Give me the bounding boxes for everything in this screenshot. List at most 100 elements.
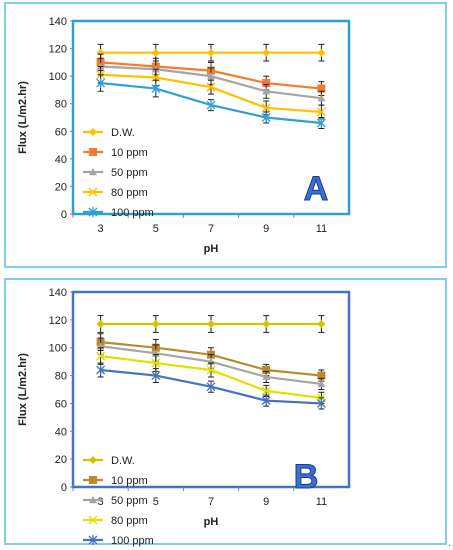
data-point: [262, 372, 271, 381]
legend-marker: [88, 515, 98, 525]
y-axis-title: Flux (L/m2.hr): [17, 353, 29, 426]
y-axis-title: Flux (L/m2.hr): [17, 81, 29, 154]
series-group: [96, 362, 326, 410]
y-tick-label: 0: [61, 482, 67, 494]
y-tick-label: 60: [55, 126, 67, 138]
y-tick-label: 0: [61, 209, 67, 221]
legend-label: D.W.: [111, 455, 135, 467]
y-tick-label: 40: [55, 426, 67, 438]
trailing-period: .: [448, 538, 451, 549]
y-tick-label: 20: [55, 181, 67, 193]
x-axis-title: pH: [204, 243, 219, 255]
x-tick-label: 9: [263, 223, 269, 235]
data-point: [262, 320, 271, 329]
legend-entry: D.W.: [83, 455, 135, 467]
legend-entry: 10 ppm: [83, 475, 148, 487]
data-point: [262, 79, 271, 88]
y-tick-label: 100: [49, 343, 67, 355]
legend-marker: [89, 148, 97, 156]
x-tick-label: 7: [208, 496, 214, 508]
y-tick-label: 100: [49, 71, 67, 83]
legend-label: 10 ppm: [111, 147, 148, 159]
data-point: [207, 72, 215, 80]
legend-marker: [88, 207, 98, 217]
data-point: [206, 381, 216, 392]
legend-marker: [89, 476, 97, 484]
data-point: [96, 320, 105, 329]
legend-label: 10 ppm: [111, 475, 148, 487]
data-point: [317, 371, 326, 380]
data-point: [316, 118, 326, 129]
legend-label: 80 ppm: [111, 187, 148, 199]
data-point: [207, 48, 215, 57]
data-point: [262, 48, 271, 57]
data-point: [262, 366, 271, 374]
legend-marker: [88, 187, 98, 197]
legend-entry: 80 ppm: [83, 515, 148, 527]
panel-letter: B: [294, 458, 319, 496]
data-point: [206, 365, 216, 375]
data-point: [206, 100, 216, 111]
legend-label: D.W.: [111, 127, 135, 139]
data-point: [151, 48, 160, 57]
data-point: [261, 395, 271, 406]
chart-panel-a: 0 20 40 60 80 100 120 140 3 5 7 9 11 pH Flux (L/m2.hr)…: [4, 2, 447, 268]
x-axis-title: pH: [204, 516, 219, 528]
legend-marker: [89, 168, 97, 176]
series-group: [96, 315, 326, 333]
y-tick-label: 120: [49, 315, 67, 327]
data-point: [96, 351, 106, 361]
x-tick-label: 7: [208, 223, 214, 235]
data-point: [207, 320, 215, 329]
series-group: [96, 43, 326, 62]
x-tick-label: 11: [316, 496, 327, 508]
legend-entry: 50 ppm: [83, 495, 148, 507]
x-tick-label: 5: [153, 496, 159, 508]
legend-label: 50 ppm: [111, 495, 148, 507]
data-point: [317, 320, 326, 329]
data-point: [151, 358, 161, 368]
legend-label: 100 ppm: [111, 207, 154, 219]
x-tick-label: 3: [98, 496, 104, 508]
legend-entry: 10 ppm: [83, 147, 148, 159]
data-point: [317, 379, 326, 388]
x-tick-label: 5: [153, 223, 159, 235]
data-point: [262, 87, 271, 95]
legend-marker: [88, 535, 98, 545]
x-tick-label: 3: [98, 223, 104, 235]
y-tick-label: 120: [49, 44, 67, 56]
series-group: [96, 74, 326, 130]
data-point: [261, 386, 271, 396]
data-point: [96, 365, 106, 375]
y-tick-label: 140: [49, 16, 67, 28]
data-point: [317, 94, 326, 102]
legend-entry: D.W.: [83, 127, 135, 139]
legend-label: 80 ppm: [111, 515, 148, 527]
x-tick-label: 11: [316, 223, 327, 235]
data-point: [151, 370, 161, 381]
chart-b-svg: 0 20 40 60 80 100 120 140 3 5 7 9 11 pH Flux (L/m2.hr)…: [17, 287, 351, 547]
data-point: [317, 48, 326, 57]
legend-label: 100 ppm: [111, 535, 154, 547]
data-point: [151, 83, 161, 94]
legend-marker: [89, 128, 97, 136]
data-point: [96, 48, 105, 57]
y-tick-label: 60: [55, 398, 67, 410]
chart-a-svg: 0 20 40 60 80 100 120 140 3 5 7 9 11 pH Flux (L/m2.hr)…: [17, 16, 351, 255]
y-tick-label: 80: [55, 371, 67, 383]
y-tick-label: 40: [55, 154, 67, 166]
data-point: [96, 78, 106, 89]
legend-entry: 50 ppm: [83, 167, 148, 179]
chart-panel-b: 0 20 40 60 80 100 120 140 3 5 7 9 11 pH Flux (L/m2.hr)…: [4, 278, 447, 547]
y-tick-label: 20: [55, 454, 67, 466]
series-group: [96, 57, 326, 106]
data-point: [151, 320, 160, 329]
legend-marker: [89, 456, 97, 464]
panel-letter: A: [304, 170, 329, 208]
data-point: [206, 82, 216, 92]
legend-label: 50 ppm: [111, 167, 148, 179]
data-point: [317, 84, 326, 93]
data-point: [316, 398, 326, 409]
data-point: [316, 107, 326, 117]
y-tick-label: 140: [49, 287, 67, 299]
